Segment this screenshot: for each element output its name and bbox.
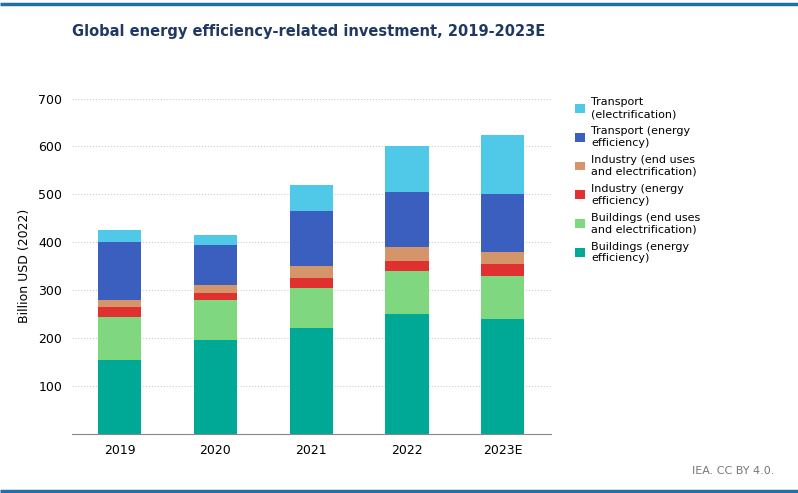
Bar: [385, 247, 429, 261]
Bar: [194, 245, 237, 285]
Bar: [194, 292, 237, 300]
Bar: [385, 261, 429, 271]
Bar: [98, 317, 141, 359]
Bar: [194, 235, 237, 245]
Bar: [98, 359, 141, 434]
Bar: [290, 266, 333, 278]
Bar: [290, 328, 333, 434]
Bar: [194, 285, 237, 292]
Bar: [290, 211, 333, 266]
Bar: [481, 194, 524, 252]
Bar: [481, 276, 524, 319]
Bar: [481, 264, 524, 276]
Bar: [98, 242, 141, 300]
Bar: [98, 230, 141, 242]
Bar: [481, 135, 524, 194]
Text: IEA. CC BY 4.0.: IEA. CC BY 4.0.: [692, 466, 774, 476]
Bar: [385, 314, 429, 434]
Bar: [385, 271, 429, 314]
Bar: [290, 278, 333, 288]
Bar: [194, 341, 237, 434]
Bar: [481, 252, 524, 264]
Bar: [481, 319, 524, 434]
Bar: [194, 300, 237, 341]
Y-axis label: Billion USD (2022): Billion USD (2022): [18, 209, 31, 323]
Bar: [290, 288, 333, 328]
Bar: [98, 307, 141, 317]
Bar: [385, 192, 429, 247]
Bar: [385, 146, 429, 192]
Text: Global energy efficiency-related investment, 2019-2023E: Global energy efficiency-related investm…: [72, 25, 545, 39]
Bar: [290, 185, 333, 211]
Legend: Transport
(electrification), Transport (energy
efficiency), Industry (end uses
a: Transport (electrification), Transport (…: [575, 98, 700, 263]
Bar: [98, 300, 141, 307]
